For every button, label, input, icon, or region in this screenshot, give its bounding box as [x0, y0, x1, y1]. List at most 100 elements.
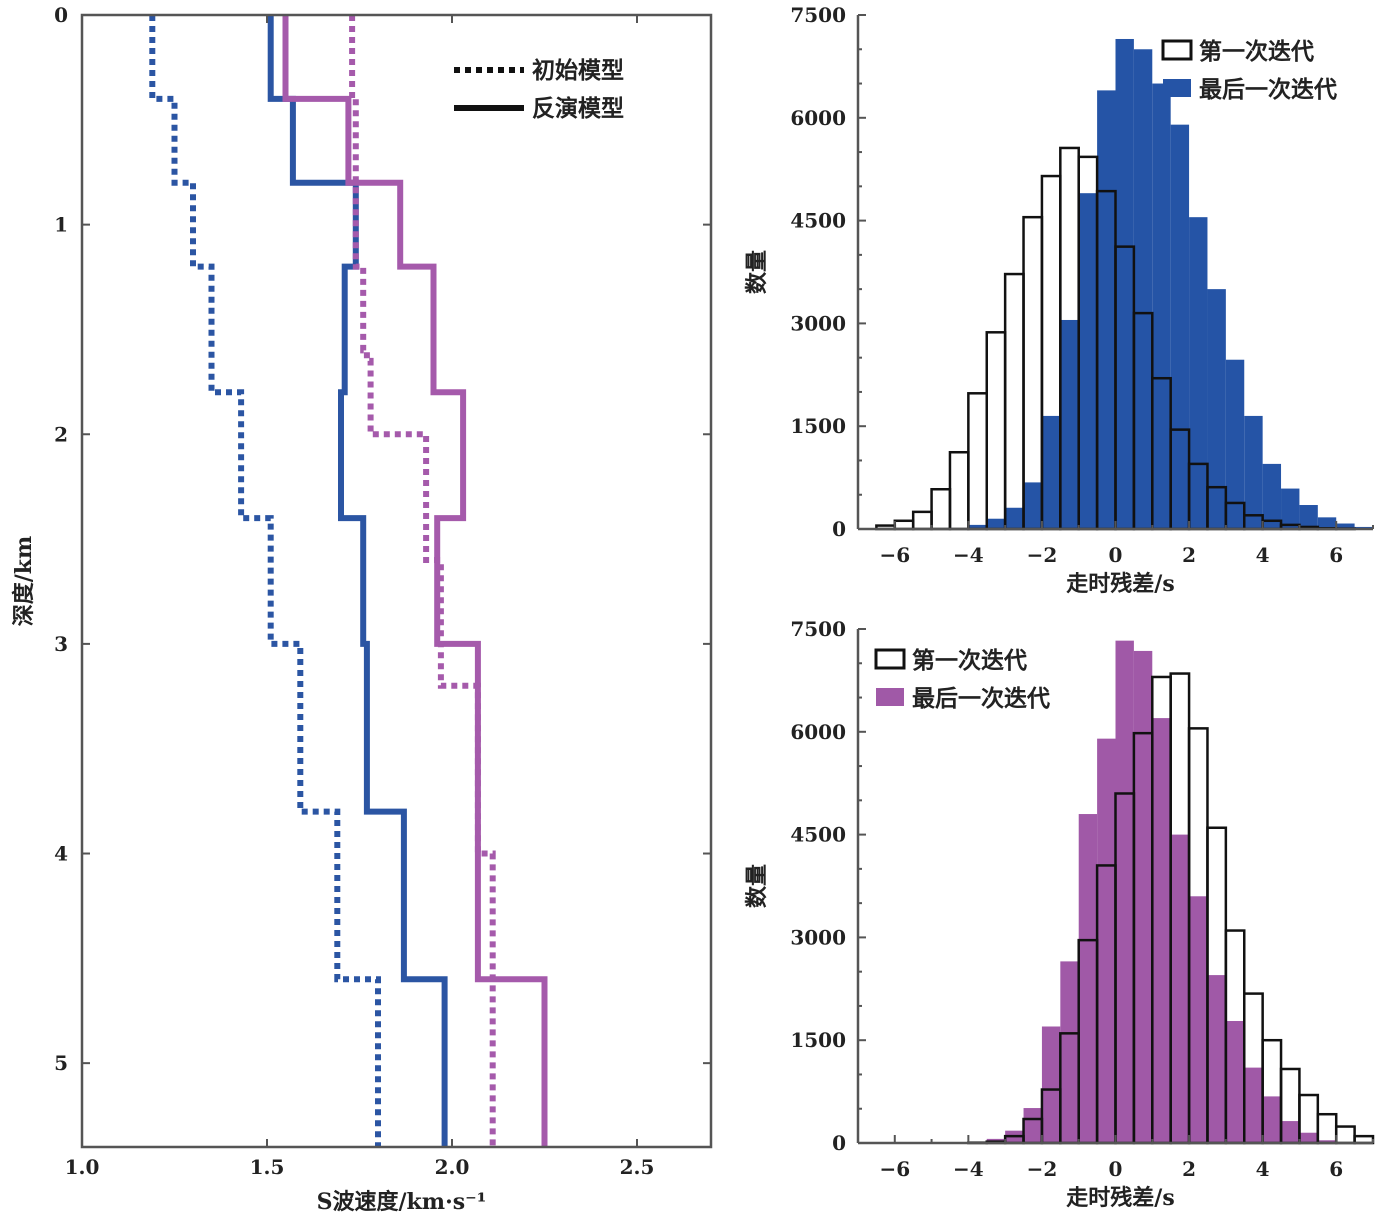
filled-bar: [1152, 83, 1171, 530]
y-tick-label: 4500: [790, 209, 846, 233]
filled-bar: [1060, 961, 1079, 1143]
legend-label: 最后一次迭代: [1199, 76, 1337, 103]
x-tick-label: −2: [1027, 543, 1058, 567]
filled-bar: [1244, 415, 1263, 529]
filled-bar: [1225, 359, 1245, 529]
outline-bar: [985, 331, 1007, 531]
y-tick-label: 1: [54, 213, 68, 237]
filled-bar: [1023, 1108, 1042, 1143]
x-tick-label: 2.0: [435, 1155, 470, 1179]
x-tick-label: −6: [879, 1157, 910, 1181]
filled-bar: [1336, 523, 1355, 529]
outline-bar: [967, 392, 988, 531]
filled-bar: [1225, 1021, 1245, 1143]
x-tick-label: 4: [1256, 1157, 1270, 1181]
filled-bar: [1115, 38, 1134, 530]
x-tick-label: 6: [1329, 1157, 1343, 1181]
y-tick-label: 0: [832, 1131, 846, 1155]
filled-bar: [1152, 718, 1171, 1143]
x-axis-label: 走时残差/s: [1066, 571, 1174, 597]
filled-bar: [1189, 896, 1208, 1143]
filled-bar: [1097, 738, 1116, 1143]
x-tick-label: 0: [1109, 1157, 1123, 1181]
x-tick-label: 0: [1109, 543, 1123, 567]
filled-bar: [1115, 640, 1134, 1143]
y-tick-label: 0: [54, 3, 68, 27]
plot-frame: [80, 13, 713, 1149]
y-tick-label: 5: [54, 1051, 68, 1075]
y-tick-label: 1500: [790, 1028, 846, 1052]
filled-bar: [1133, 49, 1153, 530]
legend-label: 第一次迭代: [1199, 38, 1314, 65]
y-tick-label: 3: [54, 632, 68, 656]
y-tick-label: 2: [54, 422, 68, 446]
x-tick-label: −2: [1027, 1157, 1058, 1181]
x-tick-label: 2: [1182, 1157, 1196, 1181]
filled-bar: [1299, 505, 1318, 529]
legend-swatch-outline: [874, 648, 906, 670]
y-tick-label: 0: [832, 517, 846, 541]
outline-bar: [1334, 1125, 1356, 1145]
filled-bar: [968, 524, 987, 529]
profile-line-blue-dotted: [149, 15, 381, 1147]
x-tick-label: 2: [1182, 543, 1196, 567]
y-tick-label: 6000: [790, 106, 846, 130]
y-tick-label: 4: [54, 842, 68, 866]
x-tick-label: 1.5: [250, 1155, 285, 1179]
legend-label: 反演模型: [532, 95, 624, 122]
y-tick-label: 3000: [790, 925, 846, 949]
y-axis-label: 数量: [744, 864, 770, 908]
outline-bar: [930, 488, 952, 531]
x-tick-label: 6: [1329, 543, 1343, 567]
outline-bar: [1316, 1112, 1338, 1145]
residual-histogram-purple-panel: −6 −4 −2 0 2 4 6 0 1500 3000 4500 6000 7500 走时残差/s 数量 第…: [744, 617, 1375, 1211]
outline-bar: [1022, 215, 1044, 531]
velocity-depth-profile-panel: 1.0 1.5 2.0 2.5 0 1 2 3 4 5 S波速度/km·s⁻¹ 深度/km 初始模型反演…: [11, 3, 713, 1215]
y-axis-label: 深度/km: [11, 536, 37, 627]
x-axis-label: S波速度/km·s⁻¹: [317, 1189, 487, 1215]
outline-bar: [1003, 272, 1025, 531]
filled-bar: [1170, 834, 1190, 1143]
legend-swatch-filled: [1163, 79, 1191, 97]
profile-line-purple-dotted: [349, 15, 496, 1147]
x-tick-label: −4: [953, 1157, 984, 1181]
filled-bar: [1097, 90, 1116, 530]
legend-label: 最后一次迭代: [912, 685, 1050, 712]
legend-label: 第一次迭代: [912, 647, 1027, 674]
x-tick-label: −6: [879, 543, 910, 567]
filled-bar: [1041, 415, 1061, 529]
filled-bar: [1078, 814, 1098, 1143]
filled-bar: [1060, 319, 1079, 529]
y-tick-label: 7500: [790, 617, 846, 641]
filled-bar: [1133, 650, 1153, 1143]
profile-line-blue-solid: [267, 15, 448, 1147]
filled-bar: [1170, 124, 1190, 530]
y-tick-label: 1500: [790, 414, 846, 438]
filled-bar: [1244, 1067, 1263, 1143]
y-axis-label: 数量: [744, 250, 770, 294]
filled-bar: [1207, 289, 1226, 529]
filled-bar: [1299, 1132, 1318, 1143]
filled-bar: [1207, 975, 1226, 1143]
y-tick-label: 3000: [790, 311, 846, 335]
outline-bar: [911, 510, 933, 531]
x-tick-label: 1.0: [65, 1155, 100, 1179]
legend-swatch-outline: [1161, 39, 1193, 61]
filled-bar: [1189, 217, 1208, 529]
x-tick-label: 2.5: [620, 1155, 655, 1179]
legend-swatch-filled: [876, 688, 904, 706]
filled-bar: [1078, 193, 1098, 530]
profile-line-purple-solid: [282, 15, 548, 1147]
y-tick-label: 4500: [790, 823, 846, 847]
x-tick-label: 4: [1256, 543, 1270, 567]
legend-label: 初始模型: [532, 57, 624, 84]
filled-bar: [1262, 1096, 1282, 1143]
filled-bar: [1041, 1026, 1061, 1143]
filled-bar: [1023, 482, 1042, 529]
y-tick-label: 7500: [790, 3, 846, 27]
filled-bar: [1281, 488, 1300, 529]
x-tick-label: −4: [953, 543, 984, 567]
